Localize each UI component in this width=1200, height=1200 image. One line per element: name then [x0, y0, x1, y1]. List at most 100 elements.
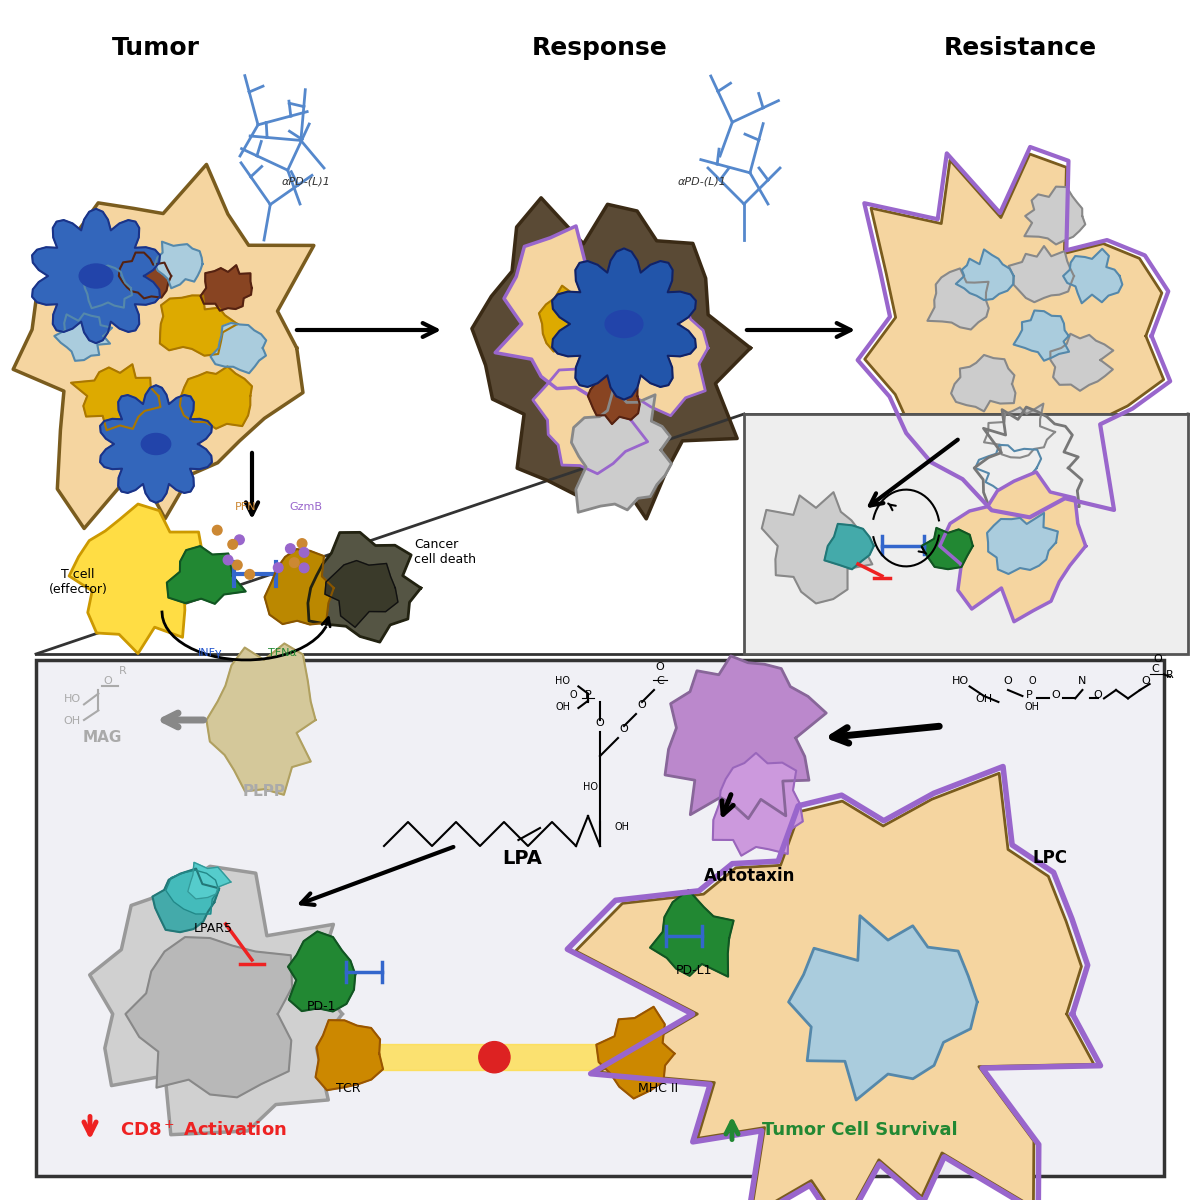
Text: R: R [1166, 670, 1174, 680]
Polygon shape [539, 286, 607, 353]
Circle shape [228, 540, 238, 550]
Circle shape [212, 526, 222, 535]
Circle shape [299, 547, 308, 557]
Text: αPD-(L)1: αPD-(L)1 [678, 176, 727, 186]
Polygon shape [152, 869, 220, 932]
Polygon shape [533, 364, 648, 474]
Text: O: O [1153, 654, 1163, 665]
Polygon shape [32, 209, 160, 343]
Polygon shape [316, 1020, 383, 1091]
Text: O: O [570, 690, 577, 701]
Polygon shape [650, 890, 733, 977]
Bar [36, 660, 1164, 1176]
Polygon shape [1009, 246, 1074, 302]
Text: O: O [1141, 676, 1151, 686]
Polygon shape [922, 528, 973, 569]
Text: O: O [619, 724, 629, 734]
Polygon shape [596, 1007, 674, 1098]
Polygon shape [713, 752, 803, 856]
Text: TCR: TCR [336, 1082, 360, 1094]
Text: PFN: PFN [235, 502, 257, 512]
Bar [744, 414, 1188, 654]
Text: O: O [1093, 690, 1103, 701]
Text: INFγ: INFγ [198, 648, 222, 659]
Circle shape [479, 1042, 510, 1073]
Text: HO: HO [952, 676, 968, 686]
Text: LPC: LPC [1032, 850, 1068, 866]
Polygon shape [160, 295, 238, 355]
Text: CD8$^+$ Activation: CD8$^+$ Activation [120, 1121, 287, 1140]
Polygon shape [611, 298, 708, 415]
Text: TFNα: TFNα [268, 648, 296, 659]
Text: O: O [1051, 690, 1061, 701]
Polygon shape [472, 198, 750, 518]
Text: PD-1: PD-1 [307, 1001, 336, 1013]
Text: Resistance: Resistance [943, 36, 1097, 60]
Ellipse shape [142, 433, 170, 455]
Polygon shape [576, 773, 1094, 1200]
Text: O: O [1028, 676, 1036, 686]
Polygon shape [84, 265, 132, 308]
Circle shape [274, 563, 283, 572]
Ellipse shape [79, 264, 113, 288]
Polygon shape [187, 863, 230, 899]
Text: OH: OH [614, 822, 629, 833]
Text: O: O [103, 676, 113, 686]
Text: MHC II: MHC II [637, 1082, 678, 1094]
Text: R: R [119, 666, 126, 677]
Polygon shape [552, 248, 696, 400]
Polygon shape [1063, 248, 1122, 304]
Polygon shape [571, 389, 672, 512]
Polygon shape [940, 472, 1086, 622]
Text: LPAR5: LPAR5 [194, 922, 233, 935]
Circle shape [223, 556, 233, 565]
Text: OH: OH [976, 694, 992, 704]
Polygon shape [665, 656, 827, 818]
Polygon shape [70, 504, 223, 654]
Text: OH: OH [64, 715, 80, 726]
Polygon shape [210, 323, 266, 373]
Circle shape [245, 570, 254, 580]
Polygon shape [325, 560, 398, 628]
Polygon shape [788, 916, 977, 1100]
Text: P: P [584, 690, 592, 701]
Polygon shape [1014, 311, 1069, 361]
Text: Tumor Cell Survival: Tumor Cell Survival [762, 1121, 958, 1140]
Circle shape [235, 535, 245, 545]
Text: O: O [595, 718, 605, 728]
Polygon shape [984, 403, 1055, 457]
Text: HO: HO [64, 694, 80, 704]
Text: αPD-(L)1: αPD-(L)1 [282, 176, 331, 186]
Polygon shape [90, 866, 342, 1135]
Text: PLPP: PLPP [242, 785, 286, 799]
Polygon shape [824, 524, 874, 569]
Polygon shape [100, 385, 212, 503]
Text: MAG: MAG [83, 731, 121, 745]
Text: C: C [656, 676, 664, 686]
Text: N: N [1079, 676, 1086, 686]
Polygon shape [119, 252, 172, 299]
Text: PD-L1: PD-L1 [676, 965, 712, 977]
Polygon shape [155, 241, 203, 288]
Text: Tumor: Tumor [112, 36, 200, 60]
Text: HO: HO [554, 676, 570, 686]
Polygon shape [71, 365, 161, 431]
Text: T cell
(effector): T cell (effector) [48, 568, 108, 596]
Polygon shape [264, 550, 334, 624]
Polygon shape [54, 313, 112, 361]
Text: O: O [1003, 676, 1013, 686]
Polygon shape [762, 492, 872, 604]
Polygon shape [200, 265, 252, 311]
Text: Cancer
cell death: Cancer cell death [414, 538, 476, 566]
Polygon shape [288, 931, 355, 1012]
Text: O: O [637, 700, 647, 710]
Polygon shape [167, 546, 246, 604]
Polygon shape [588, 371, 640, 424]
Text: O: O [655, 661, 665, 672]
Polygon shape [974, 407, 1082, 524]
Polygon shape [308, 533, 421, 642]
Text: HO: HO [583, 781, 598, 792]
Polygon shape [1025, 187, 1085, 245]
Polygon shape [1050, 334, 1114, 391]
Polygon shape [988, 512, 1058, 574]
